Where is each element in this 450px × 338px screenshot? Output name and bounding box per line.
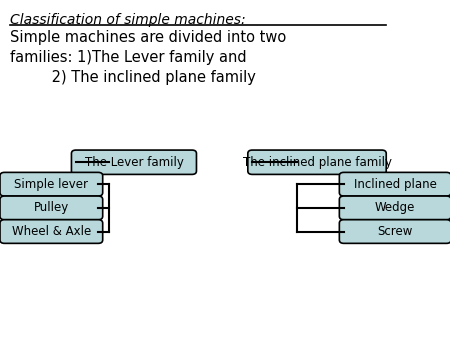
- FancyBboxPatch shape: [339, 220, 450, 243]
- Text: Wheel & Axle: Wheel & Axle: [12, 225, 91, 238]
- FancyBboxPatch shape: [0, 220, 103, 243]
- Text: Simple lever: Simple lever: [14, 178, 88, 191]
- Text: Classification of simple machines:: Classification of simple machines:: [10, 13, 245, 27]
- FancyBboxPatch shape: [339, 196, 450, 220]
- FancyBboxPatch shape: [0, 196, 103, 220]
- FancyBboxPatch shape: [339, 172, 450, 196]
- FancyBboxPatch shape: [72, 150, 197, 174]
- Text: The Lever family: The Lever family: [85, 156, 184, 169]
- Text: Simple machines are divided into two
families: 1)The Lever family and
         2: Simple machines are divided into two fam…: [10, 30, 286, 85]
- FancyBboxPatch shape: [248, 150, 386, 174]
- Text: Inclined plane: Inclined plane: [354, 178, 436, 191]
- Text: Pulley: Pulley: [34, 201, 69, 214]
- Text: Screw: Screw: [378, 225, 413, 238]
- Text: Wedge: Wedge: [375, 201, 415, 214]
- FancyBboxPatch shape: [0, 172, 103, 196]
- Text: The inclined plane family: The inclined plane family: [243, 156, 392, 169]
